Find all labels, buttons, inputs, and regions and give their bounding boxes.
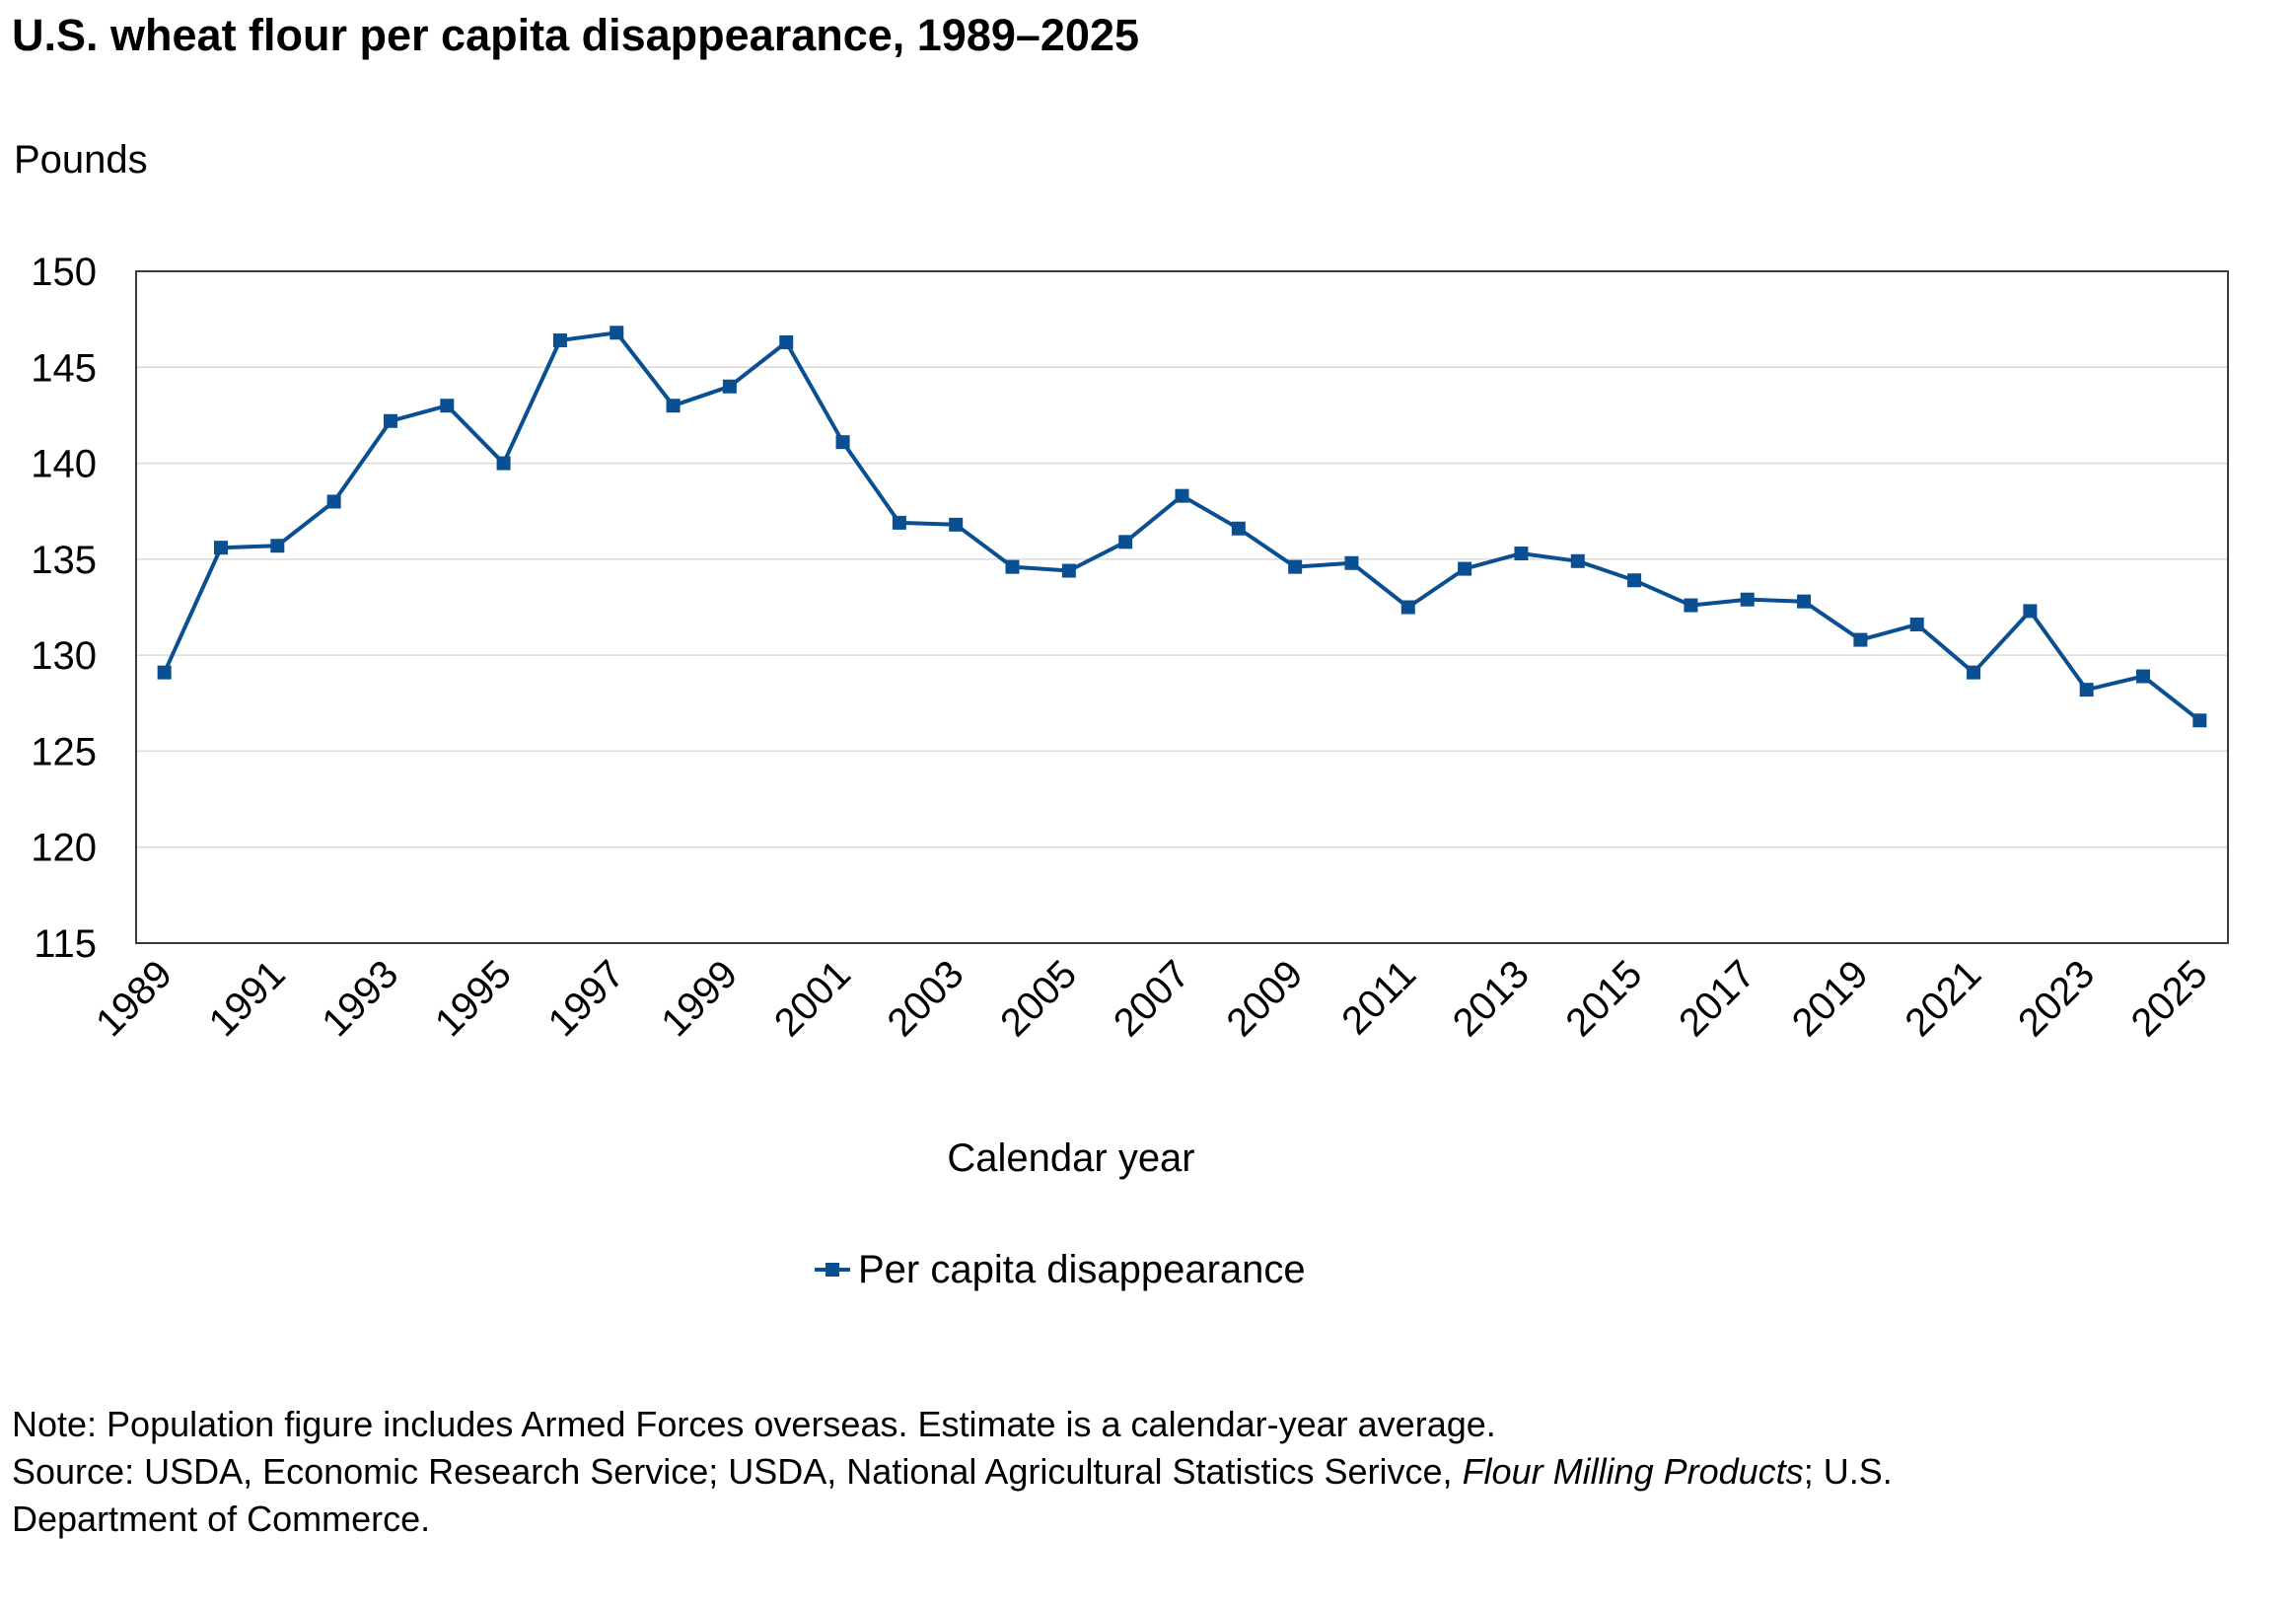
x-tick-label: 2011	[1333, 952, 1424, 1043]
data-point-marker	[1967, 665, 1981, 680]
x-tick-label: 2025	[2123, 952, 2216, 1045]
data-point-marker	[1344, 555, 1359, 570]
x-tick-label: 2021	[1897, 952, 1989, 1045]
data-point-marker	[1400, 600, 1415, 615]
data-point-marker	[1458, 561, 1472, 576]
data-point-marker	[1288, 559, 1303, 574]
y-tick-label: 150	[31, 251, 97, 294]
legend: Per capita disappearance	[815, 1245, 1306, 1294]
data-point-marker	[1514, 547, 1529, 561]
x-tick-label: 2009	[1218, 952, 1311, 1045]
x-tick-label: 2015	[1557, 952, 1650, 1045]
data-point-marker	[2023, 604, 2038, 619]
data-point-marker	[1740, 592, 1755, 607]
data-point-marker	[496, 456, 511, 471]
data-point-marker	[213, 541, 228, 555]
data-point-marker	[1627, 573, 1642, 588]
data-point-marker	[779, 334, 794, 349]
source-line: Source: USDA, Economic Research Service;…	[12, 1451, 1893, 1492]
data-point-marker	[2192, 713, 2207, 728]
x-tick-label: 2005	[992, 952, 1085, 1045]
data-point-marker	[270, 539, 285, 553]
data-point-marker	[2079, 683, 2094, 697]
data-point-marker	[552, 333, 567, 348]
legend-label: Per capita disappearance	[858, 1247, 1306, 1291]
x-tick-label: 1989	[88, 952, 180, 1045]
y-tick-label: 125	[31, 730, 97, 773]
x-tick-label: 2001	[766, 952, 859, 1045]
data-point-marker	[1570, 553, 1585, 568]
data-point-marker	[1061, 563, 1076, 578]
source-line-continued: Department of Commerce.	[12, 1499, 431, 1539]
data-point-marker	[722, 379, 737, 394]
data-point-marker	[326, 494, 341, 509]
x-tick-label: 1999	[653, 952, 746, 1045]
data-point-marker	[1005, 559, 1020, 574]
y-tick-label: 145	[31, 346, 97, 390]
data-point-marker	[1797, 594, 1812, 609]
data-point-marker	[1175, 488, 1189, 503]
data-point-marker	[440, 399, 455, 413]
data-point-marker	[1853, 632, 1868, 647]
x-axis-label: Calendar year	[947, 1136, 1195, 1180]
chart-title: U.S. wheat flour per capita disappearanc…	[12, 10, 1140, 60]
data-point-marker	[1231, 521, 1246, 536]
y-axis-label: Pounds	[14, 138, 148, 182]
x-tick-label: 2019	[1784, 952, 1877, 1045]
data-point-marker	[1118, 535, 1133, 549]
legend-swatch	[815, 1250, 850, 1289]
data-point-marker	[2136, 669, 2151, 684]
x-tick-label: 2023	[2010, 952, 2103, 1045]
series-per-capita	[157, 326, 2207, 728]
y-tick-label: 135	[31, 539, 97, 582]
x-tick-label: 1991	[201, 952, 294, 1045]
y-tick-label: 115	[34, 922, 97, 966]
data-point-marker	[892, 515, 906, 530]
gridlines	[136, 366, 2228, 848]
x-tick-label: 1995	[427, 952, 520, 1045]
data-point-marker	[1909, 618, 1924, 632]
data-point-marker	[666, 399, 681, 413]
data-point-marker	[949, 517, 964, 532]
plot-area-border	[135, 270, 2229, 944]
y-tick-label: 140	[31, 443, 97, 486]
data-point-marker	[835, 435, 850, 450]
x-tick-label: 2017	[1671, 952, 1763, 1045]
x-tick-labels: 1989 1991 1993 1995 1997 1999 2001 2003 2005 2007…	[88, 952, 2216, 1045]
chart-notes: Note: Population figure includes Armed F…	[12, 1401, 2280, 1543]
y-tick-label: 130	[31, 634, 97, 678]
y-tick-label: 120	[31, 827, 97, 870]
data-point-marker	[383, 413, 397, 428]
data-point-marker	[157, 665, 172, 680]
x-tick-label: 1993	[314, 952, 406, 1045]
x-tick-label: 1997	[540, 952, 633, 1045]
x-tick-label: 2013	[1445, 952, 1538, 1045]
note-line: Note: Population figure includes Armed F…	[12, 1404, 1496, 1444]
series-line	[162, 330, 2201, 722]
data-point-marker	[1684, 598, 1698, 613]
y-tick-labels: 115 120 125 130 135 140 145 150	[31, 251, 97, 966]
data-point-marker	[610, 326, 624, 340]
x-tick-label: 2007	[1106, 952, 1198, 1045]
x-tick-label: 2003	[880, 952, 972, 1045]
